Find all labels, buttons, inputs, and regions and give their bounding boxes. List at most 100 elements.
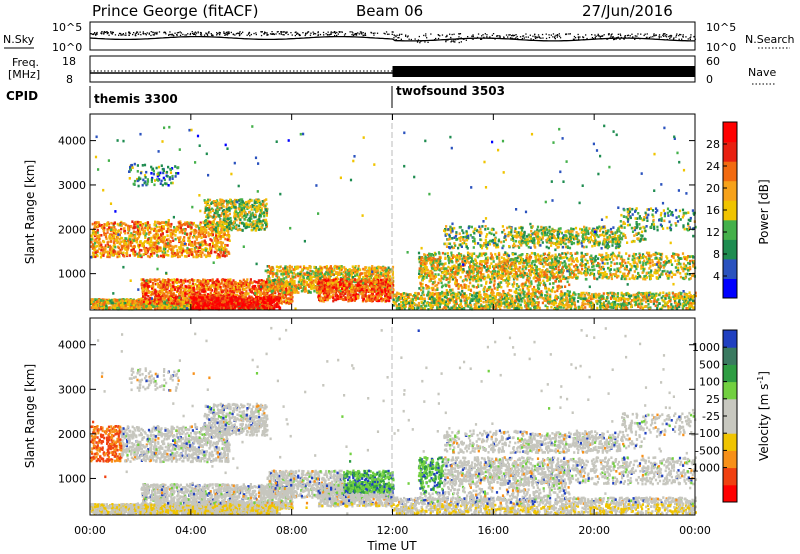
power-cell [114,305,117,308]
power-cell [160,254,163,258]
power-cell [232,299,235,302]
power-cell [226,289,229,292]
power-cell [210,223,213,226]
power-cell [139,240,142,243]
power-cell [101,246,104,249]
noise-tick-top-left: 10^5 [52,21,82,34]
noise-dot [355,32,358,35]
power-cell [179,236,182,239]
power-cell [132,252,135,256]
power-cell [112,241,116,245]
power-cell [229,290,232,293]
power-cell [187,254,190,257]
power-cell [145,289,148,292]
power-cell [183,298,186,302]
power-cell [233,293,236,297]
noise-dot [515,34,517,36]
power-cell [92,253,95,256]
power-cell [157,300,160,304]
power-cell [152,282,155,285]
power-cell [179,230,182,234]
power-cell [281,295,284,298]
power-cell [210,233,213,237]
power-cell [244,306,247,310]
power-cell [266,292,269,295]
power-cell [248,304,251,307]
noise-dot [302,32,304,34]
power-cell [213,284,216,287]
power-cell [106,221,109,225]
noise-dot [276,31,278,33]
power-cell [180,243,183,247]
noise-dot [453,33,455,35]
power-cell [138,228,141,231]
power-cell [116,304,119,307]
noise-dot [497,37,499,40]
noise-dot [399,33,401,35]
power-cell [171,292,174,296]
noise-dot [613,38,615,41]
power-cell [168,303,171,306]
power-cell [227,236,231,239]
power-cell [159,300,162,304]
noise-dot [634,35,636,37]
power-cell [164,223,167,226]
noise-dot [607,38,609,40]
power-cell [180,246,183,250]
power-cell [248,300,251,303]
noise-dot [483,37,485,39]
power-cell [277,305,280,308]
noise-dot [182,33,184,36]
noise-dot [125,34,127,36]
power-cell [126,253,129,257]
noise-dot [690,36,692,38]
noise-dot [330,32,332,34]
power-cell [207,293,210,296]
noise-dot [689,38,691,41]
power-cell [139,254,142,257]
power-cell [208,298,211,301]
noise-dot [401,33,403,35]
noise-dot [164,31,167,34]
power-cell [247,292,250,295]
power-cell [278,298,281,301]
power-cell [124,242,127,245]
power-cell [105,237,108,241]
power-cell [157,229,161,233]
power-cell [113,226,116,229]
noise-dot [679,33,681,36]
power-cell [235,294,238,297]
power-cell [239,281,242,284]
power-cell [118,237,121,241]
power-cell [154,279,157,282]
power-cell [284,299,288,302]
power-cell [191,305,194,309]
power-cell [191,244,194,248]
power-cell [231,303,234,307]
power-cell [169,225,172,228]
noise-dot [108,34,110,36]
noise-dot [111,32,113,34]
power-cell [216,244,219,248]
power-cell [252,284,255,288]
power-cell [208,223,211,226]
power-cell [200,248,203,251]
power-cell [146,282,149,286]
power-cell [210,249,213,253]
power-cell [130,249,133,252]
power-cell [104,250,107,254]
power-cell [133,233,136,237]
power-cell [165,220,168,224]
noise-dot [477,33,480,35]
noise-dot [173,35,175,37]
power-cell [159,225,162,229]
noise-dot [219,32,221,34]
power-cell [240,284,243,287]
power-cell [220,291,223,295]
noise-dot [352,32,354,34]
power-cell [187,225,190,228]
power-cell [217,253,220,256]
power-cell [159,292,162,296]
power-cell [234,284,237,287]
noise-dot [224,32,226,35]
